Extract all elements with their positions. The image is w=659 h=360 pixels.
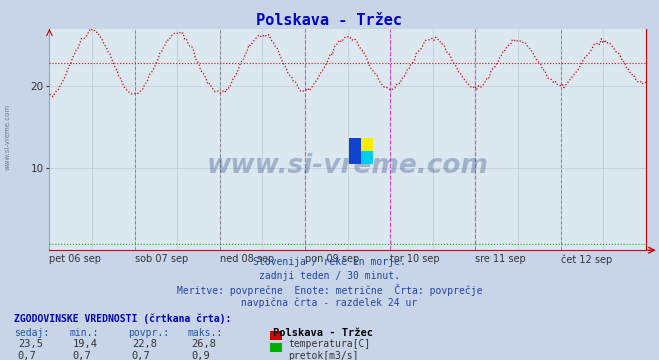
Text: Polskava - Tržec: Polskava - Tržec: [273, 328, 374, 338]
Text: navpična črta - razdelek 24 ur: navpična črta - razdelek 24 ur: [241, 297, 418, 307]
Bar: [361, 151, 373, 164]
Text: 22,8: 22,8: [132, 339, 157, 349]
Text: 0,7: 0,7: [18, 351, 36, 360]
Text: zadnji teden / 30 minut.: zadnji teden / 30 minut.: [259, 271, 400, 281]
Text: pretok[m3/s]: pretok[m3/s]: [288, 351, 358, 360]
Text: 19,4: 19,4: [72, 339, 98, 349]
Text: Slovenija / reke in morje.: Slovenija / reke in morje.: [253, 257, 406, 267]
Text: 0,7: 0,7: [72, 351, 91, 360]
Text: www.si-vreme.com: www.si-vreme.com: [5, 104, 11, 170]
Text: sedaj:: sedaj:: [14, 328, 49, 338]
Text: povpr.:: povpr.:: [129, 328, 169, 338]
Text: 0,9: 0,9: [191, 351, 210, 360]
Text: maks.:: maks.:: [188, 328, 223, 338]
Text: 0,7: 0,7: [132, 351, 150, 360]
Bar: [349, 138, 361, 164]
Text: ZGODOVINSKE VREDNOSTI (črtkana črta):: ZGODOVINSKE VREDNOSTI (črtkana črta):: [14, 314, 232, 324]
Bar: [361, 138, 373, 151]
Text: Meritve: povprečne  Enote: metrične  Črta: povprečje: Meritve: povprečne Enote: metrične Črta:…: [177, 284, 482, 296]
Text: www.si-vreme.com: www.si-vreme.com: [207, 153, 488, 179]
Text: Polskava - Tržec: Polskava - Tržec: [256, 13, 403, 28]
Text: temperatura[C]: temperatura[C]: [288, 339, 370, 349]
Text: 26,8: 26,8: [191, 339, 216, 349]
Text: min.:: min.:: [69, 328, 99, 338]
Text: 23,5: 23,5: [18, 339, 43, 349]
